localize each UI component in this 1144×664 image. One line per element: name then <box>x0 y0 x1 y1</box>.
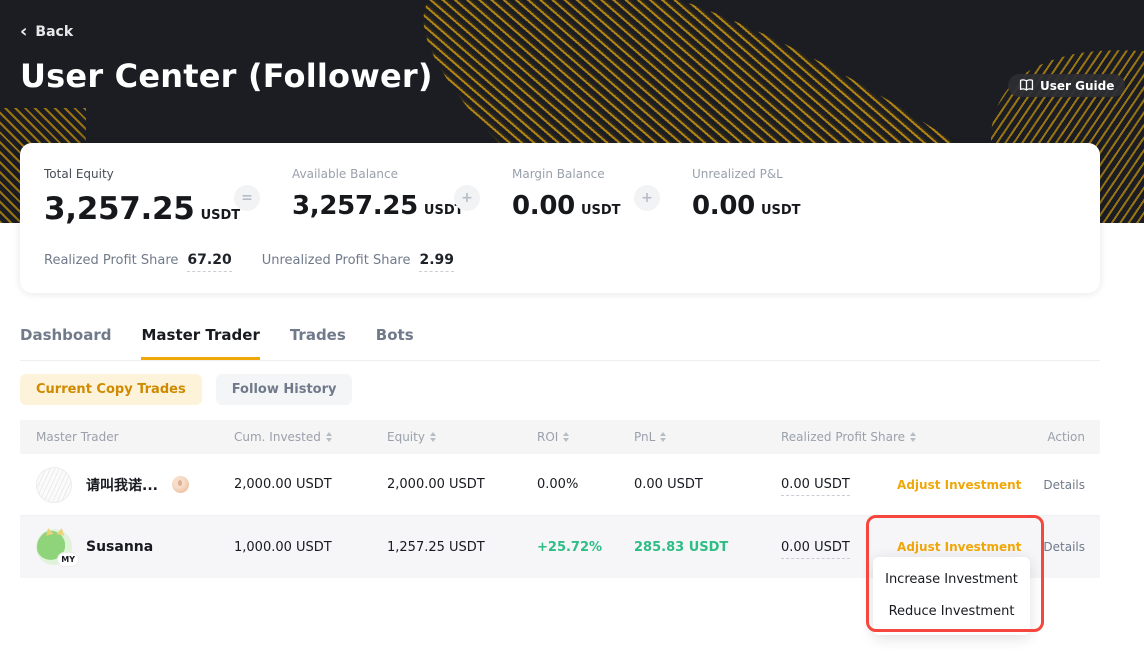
equity-value: 1,257.25 USDT <box>387 539 485 555</box>
trader-name[interactable]: Susanna <box>86 539 154 555</box>
my-badge: MY <box>57 552 79 567</box>
book-icon <box>1019 79 1034 91</box>
realized-profit-share: Realized Profit Share 67.20 <box>44 252 232 272</box>
table-row: MY Susanna 1,000.00 USDT 1,257.25 USDT +… <box>20 516 1100 578</box>
profit-share-value[interactable]: 2.99 <box>419 252 455 272</box>
stat-available-balance: Available Balance 3,257.25 USDT <box>292 167 463 221</box>
stat-value: 3,257.25 <box>44 191 195 227</box>
equity-summary-card: Total Equity 3,257.25 USDT = Available Ba… <box>20 143 1100 293</box>
sub-tabs: Current Copy Trades Follow History <box>20 374 353 405</box>
stat-unit: USDT <box>760 203 801 218</box>
tab-trades[interactable]: Trades <box>289 326 346 344</box>
sort-icon[interactable] <box>563 432 570 442</box>
tab-dashboard[interactable]: Dashboard <box>20 326 112 344</box>
realized-profit-share-value[interactable]: 0.00 USDT <box>781 477 850 496</box>
main-tabs: Dashboard Master Trader Trades Bots <box>20 326 1100 361</box>
adjust-investment-link[interactable]: Adjust Investment <box>897 540 1022 554</box>
equals-icon: = <box>234 185 260 211</box>
sort-icon[interactable] <box>910 432 917 442</box>
trader-badge-icon <box>171 476 189 493</box>
stat-label: Margin Balance <box>512 167 605 181</box>
realized-profit-share-value[interactable]: 0.00 USDT <box>781 539 850 559</box>
stat-value: 3,257.25 <box>292 191 418 221</box>
equity-value: 2,000.00 USDT <box>387 477 485 492</box>
table-header-row: Master Trader Cum. Invested Equity ROI P… <box>20 420 1100 454</box>
trader-name[interactable]: 请叫我诺... <box>86 477 158 494</box>
adjust-investment-dropdown: Increase Investment Reduce Investment <box>873 557 1030 635</box>
page-title: User Center (Follower) <box>20 57 433 95</box>
col-realized-profit-share[interactable]: Realized Profit Share <box>781 430 931 444</box>
sort-icon[interactable] <box>660 432 667 442</box>
master-trader-table: Master Trader Cum. Invested Equity ROI P… <box>20 420 1100 578</box>
trader-avatar[interactable]: MY <box>36 527 79 567</box>
stat-unit: USDT <box>423 203 464 218</box>
menu-item-reduce-investment[interactable]: Reduce Investment <box>888 604 1015 619</box>
trader-avatar[interactable] <box>36 466 72 503</box>
subtab-follow-history[interactable]: Follow History <box>215 374 353 405</box>
tab-master-trader[interactable]: Master Trader <box>141 326 260 360</box>
back-button[interactable]: ‹ Back <box>20 21 74 42</box>
cum-invested-value: 2,000.00 USDT <box>234 477 332 492</box>
stat-total-equity: Total Equity 3,257.25 USDT <box>44 167 240 227</box>
sort-icon[interactable] <box>325 432 332 442</box>
menu-item-increase-investment[interactable]: Increase Investment <box>885 572 1018 587</box>
profit-share-value[interactable]: 67.20 <box>187 252 232 272</box>
stat-unrealized-pnl: Unrealized P&L 0.00 USDT <box>692 167 801 221</box>
user-guide-button[interactable]: User Guide <box>1008 74 1126 97</box>
plus-icon: + <box>454 185 480 211</box>
trader-cell[interactable]: 请叫我诺... <box>20 466 234 503</box>
tab-bots[interactable]: Bots <box>375 326 414 344</box>
pnl-value: 285.83 USDT <box>634 539 729 555</box>
subtab-current-copy-trades[interactable]: Current Copy Trades <box>20 374 202 405</box>
col-master-trader: Master Trader <box>36 430 119 444</box>
roi-value: +25.72% <box>537 539 603 555</box>
user-guide-label: User Guide <box>1040 78 1115 93</box>
roi-value: 0.00% <box>537 477 579 492</box>
col-pnl[interactable]: PnL <box>634 430 781 444</box>
table-row: 请叫我诺... 2,000.00 USDT 2,000.00 USDT 0.00… <box>20 454 1100 516</box>
col-equity[interactable]: Equity <box>387 430 537 444</box>
profit-share-label: Unrealized Profit Share <box>261 253 411 268</box>
stat-margin-balance: Margin Balance 0.00 USDT <box>512 167 621 221</box>
col-action: Action <box>1047 430 1085 444</box>
stat-label: Unrealized P&L <box>692 167 783 181</box>
stat-label: Available Balance <box>292 167 398 181</box>
avatar-horn-decoration <box>56 527 66 536</box>
back-label: Back <box>35 24 74 40</box>
profit-share-row: Realized Profit Share 67.20 Unrealized P… <box>44 252 455 272</box>
stat-unit: USDT <box>200 208 241 223</box>
profit-share-label: Realized Profit Share <box>44 253 179 268</box>
col-cum-invested[interactable]: Cum. Invested <box>234 430 387 444</box>
stat-value: 0.00 <box>692 191 755 221</box>
cum-invested-value: 1,000.00 USDT <box>234 539 332 555</box>
trader-cell[interactable]: MY Susanna <box>20 527 234 567</box>
stat-value: 0.00 <box>512 191 575 221</box>
sort-icon[interactable] <box>429 432 436 442</box>
back-chevron-icon: ‹ <box>20 21 28 42</box>
unrealized-profit-share: Unrealized Profit Share 2.99 <box>261 252 455 272</box>
stat-label: Total Equity <box>44 167 114 181</box>
adjust-investment-link[interactable]: Adjust Investment <box>897 477 1022 492</box>
stat-unit: USDT <box>580 203 621 218</box>
col-roi[interactable]: ROI <box>537 430 634 444</box>
plus-icon: + <box>634 185 660 211</box>
details-link[interactable]: Details <box>1043 477 1085 492</box>
pnl-value: 0.00 USDT <box>634 477 703 492</box>
details-link[interactable]: Details <box>1043 540 1085 554</box>
avatar-horn-decoration <box>44 527 54 536</box>
